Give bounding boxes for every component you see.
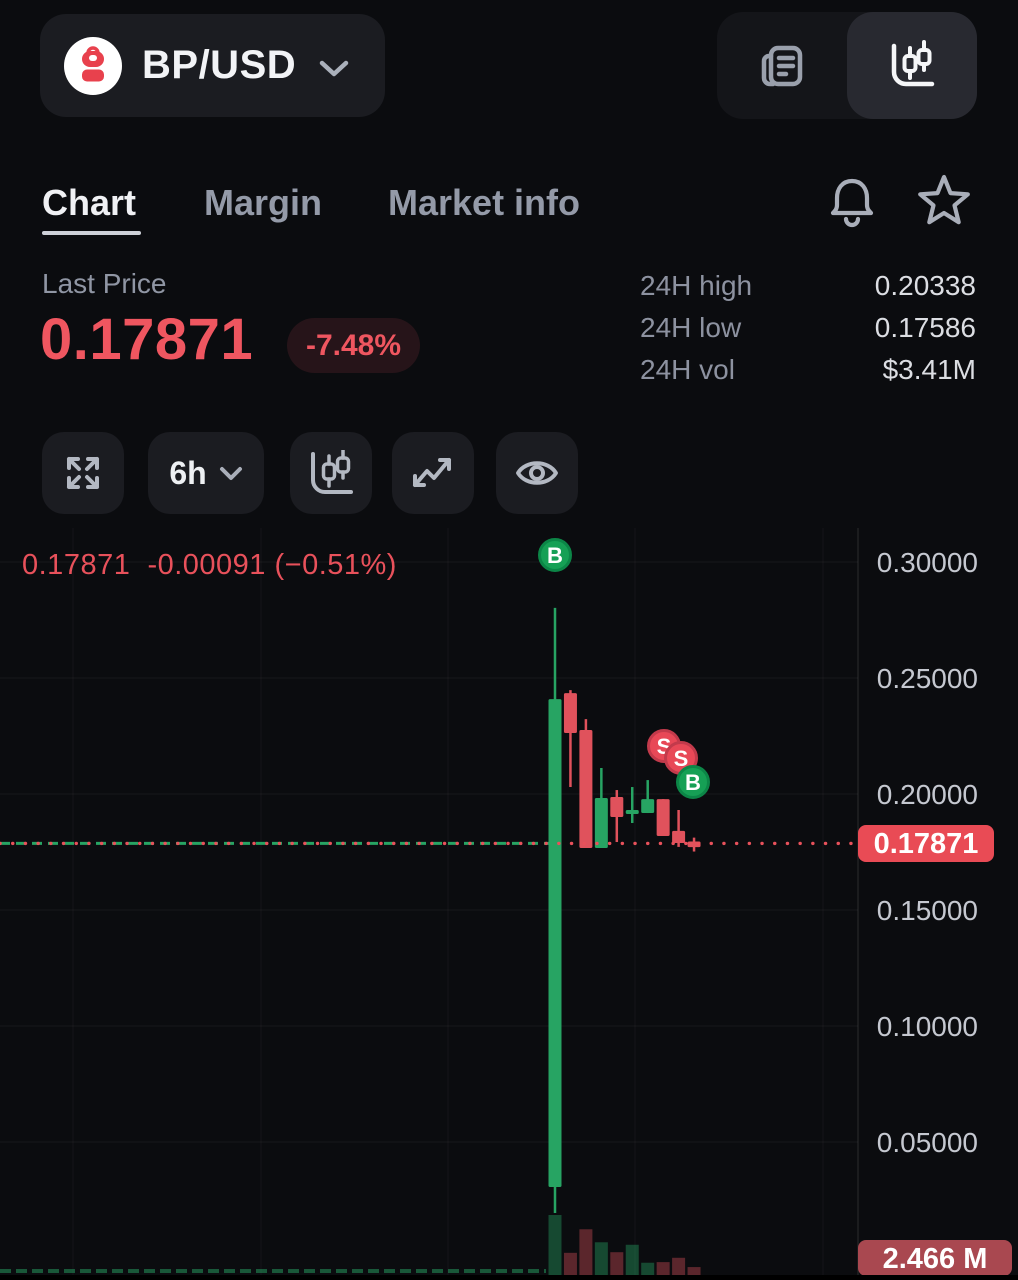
indicators-button[interactable] <box>392 432 474 514</box>
y-axis-label: 0.15000 <box>877 895 978 926</box>
volume-bar <box>656 1262 670 1277</box>
candle-body <box>610 797 624 817</box>
volume-bar <box>625 1244 639 1277</box>
stat-row-vol: 24H vol $3.41M <box>640 354 976 396</box>
stat-value: 0.17586 <box>874 312 976 343</box>
stat-label: 24H low <box>640 312 742 343</box>
volume-bar <box>548 1215 562 1277</box>
marker-label: B <box>685 770 701 795</box>
candle-body <box>548 699 562 1188</box>
candle-body <box>672 830 686 843</box>
volume-bar <box>563 1252 577 1277</box>
tab-chart[interactable]: Chart <box>42 182 137 223</box>
y-axis-label: 0.20000 <box>877 779 978 810</box>
volume-bar <box>672 1257 686 1277</box>
stat-label: 24H high <box>640 270 753 301</box>
candle-style-button[interactable] <box>290 432 372 514</box>
ohlc-annotation: 0.17871 -0.00091 (−0.51%) <box>22 549 397 581</box>
favorite-button[interactable] <box>914 172 974 232</box>
stat-row-low: 24H low 0.17586 <box>640 312 976 354</box>
candle-body <box>656 799 670 836</box>
stat-value: $3.41M <box>882 354 976 385</box>
candles-icon <box>311 450 353 494</box>
stat-row-high: 24H high 0.20338 <box>640 270 976 312</box>
view-toggle <box>717 12 977 119</box>
volume-bar <box>579 1229 593 1277</box>
marker-label: B <box>547 543 563 568</box>
interval-value: 6h <box>169 454 207 491</box>
last-price-value: 0.17871 <box>40 307 254 372</box>
candle-body <box>641 799 655 814</box>
interval-dropdown[interactable]: 6h <box>148 432 264 514</box>
visibility-button[interactable] <box>496 432 578 514</box>
y-axis-label: 0.25000 <box>877 663 978 694</box>
alerts-button[interactable] <box>822 172 882 232</box>
chevron-down-icon <box>219 466 242 480</box>
chart-generated-content: 0.30000 0.25000 0.20000 0.15000 0.10000 0.050… <box>0 528 978 1277</box>
stat-label: 24H vol <box>640 354 735 385</box>
pair-logo <box>64 36 122 95</box>
chevron-down-icon <box>319 60 349 76</box>
y-axis-label: 0.30000 <box>877 547 978 578</box>
candle-body <box>625 810 639 814</box>
bottom-edge <box>0 1275 1018 1280</box>
eye-icon <box>516 461 558 485</box>
backpack-icon <box>82 45 104 81</box>
expand-icon <box>67 457 99 489</box>
candle-body <box>579 729 593 849</box>
star-icon <box>918 174 970 225</box>
pair-selector[interactable]: BP/USD <box>40 14 385 117</box>
change-percent-badge: -7.48% <box>287 318 420 373</box>
last-price-tag-label: 0.17871 <box>874 828 979 860</box>
fullscreen-button[interactable] <box>42 432 124 514</box>
orderbook-view-button[interactable] <box>717 12 847 119</box>
volume-bar <box>594 1242 608 1277</box>
orderbook-icon <box>761 45 803 86</box>
volume-bar <box>610 1252 624 1277</box>
y-axis-label: 0.05000 <box>877 1127 978 1158</box>
volume-bar <box>687 1267 701 1277</box>
tab-market-info[interactable]: Market info <box>388 182 581 223</box>
tab-margin[interactable]: Margin <box>204 182 323 223</box>
buy-marker <box>538 538 572 572</box>
chart-view-button[interactable] <box>847 12 977 119</box>
candle-body <box>563 693 577 733</box>
marker-label: S <box>674 746 689 771</box>
y-axis-label: 0.10000 <box>877 1011 978 1042</box>
stats-panel: 24H high 0.20338 24H low 0.17586 24H vol… <box>640 270 976 396</box>
trend-icon <box>413 458 451 487</box>
pair-name: BP/USD <box>142 43 297 87</box>
volume-bar <box>641 1262 655 1277</box>
stat-value: 0.20338 <box>874 270 976 301</box>
bell-icon <box>830 178 874 228</box>
last-price-tag: 0.17871 <box>858 825 994 862</box>
buy-marker <box>676 765 710 799</box>
active-tab-underline <box>42 231 141 235</box>
candle-body <box>594 797 608 849</box>
last-price-label: Last Price <box>42 268 167 299</box>
candle-chart-icon <box>891 39 935 86</box>
volume-tag-label: 2.466 M <box>883 1243 988 1275</box>
volume-tag: 2.466 M <box>858 1240 1012 1276</box>
